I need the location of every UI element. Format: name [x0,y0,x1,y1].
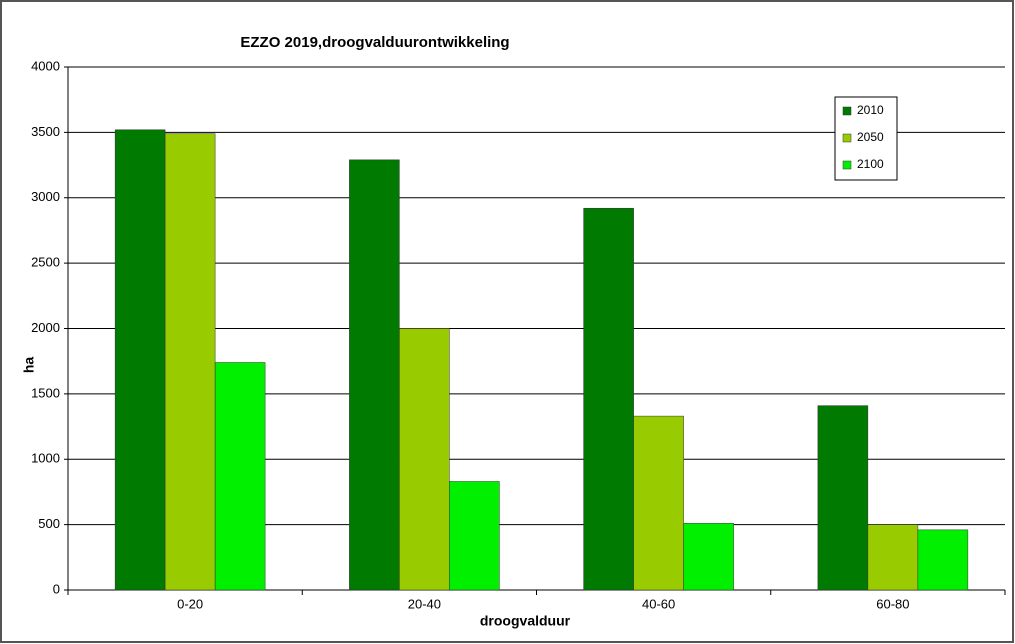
y-tick-label: 2000 [31,320,60,335]
chart-title: EZZO 2019,droogvalduurontwikkeling [240,34,509,51]
bar [449,481,500,591]
y-tick-label: 2500 [31,255,60,270]
x-tick-label: 60-80 [876,596,909,611]
y-tick-label: 4000 [31,58,60,73]
y-tick-label: 1500 [31,385,60,400]
bar [683,523,734,591]
bar [114,129,166,591]
bar [817,405,869,591]
bar [214,362,266,591]
x-tick-label: 20-40 [408,596,441,611]
bar [633,415,684,591]
bar [583,207,634,591]
legend-swatch [842,133,852,143]
legend-label: 2010 [857,103,884,117]
x-tick-label: 0-20 [177,596,203,611]
y-tick-label: 0 [53,581,60,596]
x-tick-label: 40-60 [642,596,675,611]
y-tick-label: 3500 [31,124,60,139]
bar [349,159,400,591]
y-tick-label: 500 [38,516,60,531]
bar [867,524,919,591]
legend-label: 2100 [857,157,884,171]
bar [399,328,450,591]
bar [164,133,216,591]
bar [917,529,969,591]
y-tick-label: 1000 [31,451,60,466]
legend-label: 2050 [857,130,884,144]
legend-swatch [842,106,852,116]
x-axis-label: droogvalduur [480,613,571,629]
legend-swatch [842,160,852,170]
y-axis-label: ha [21,357,37,374]
y-tick-label: 3000 [31,189,60,204]
